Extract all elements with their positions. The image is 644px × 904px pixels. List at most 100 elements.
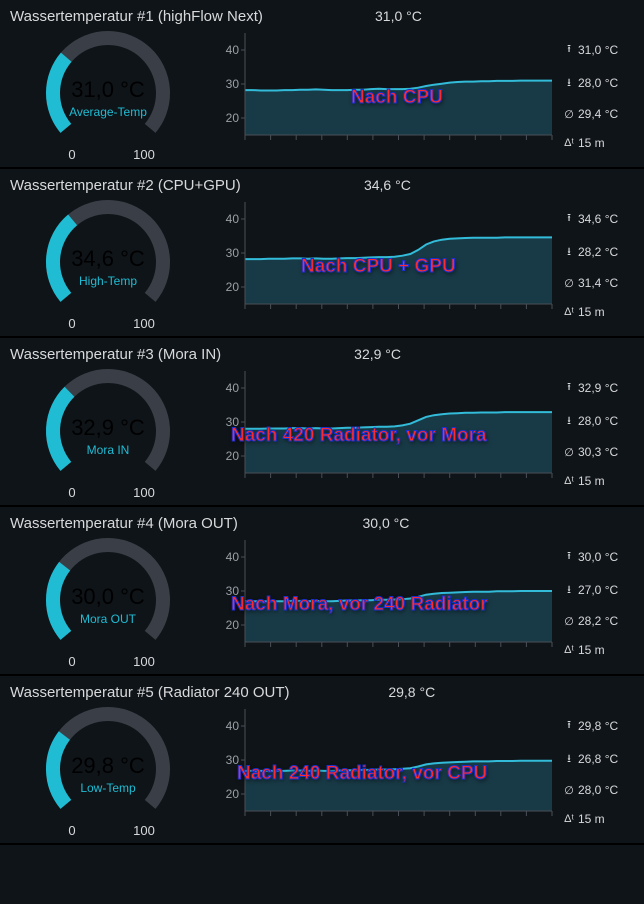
stat-min: ⭳28,0 °C bbox=[564, 412, 634, 431]
gauge-value: 32,9 °C bbox=[71, 415, 145, 440]
y-tick-label: 20 bbox=[226, 618, 240, 632]
max-icon: ⭱ bbox=[564, 378, 574, 397]
stats-column: ⭱34,6 °C ⭳28,2 °C ∅31,4 °C Δᵗ15 m bbox=[564, 196, 634, 332]
gauge: 29,8 °C Low-Temp 0 100 bbox=[23, 703, 193, 839]
timespan-icon: Δᵗ bbox=[564, 644, 574, 656]
max-icon: ⭱ bbox=[564, 547, 574, 566]
y-tick-label: 40 bbox=[226, 212, 240, 226]
gauge-label: Average-Temp bbox=[69, 105, 147, 119]
stats-column: ⭱31,0 °C ⭳28,0 °C ∅29,4 °C Δᵗ15 m bbox=[564, 27, 634, 163]
panel-title: Wassertemperatur #3 (Mora IN) bbox=[10, 346, 221, 363]
gauge-max: 100 bbox=[133, 316, 155, 331]
panel-1: Wassertemperatur #1 (highFlow Next) 31,0… bbox=[0, 0, 644, 169]
panel-2: Wassertemperatur #2 (CPU+GPU) 34,6 °C 34… bbox=[0, 169, 644, 338]
panel-title: Wassertemperatur #5 (Radiator 240 OUT) bbox=[10, 684, 290, 701]
gauge-value: 30,0 °C bbox=[71, 584, 145, 609]
timeseries-chart: 20 30 40 bbox=[211, 365, 556, 491]
stats-column: ⭱30,0 °C ⭳27,0 °C ∅28,2 °C Δᵗ15 m bbox=[564, 534, 634, 670]
y-tick-label: 30 bbox=[226, 584, 240, 598]
stat-min: ⭳26,8 °C bbox=[564, 750, 634, 769]
gauge-label: High-Temp bbox=[78, 274, 136, 288]
stat-avg: ∅28,0 °C bbox=[564, 783, 634, 797]
stat-max: ⭱31,0 °C bbox=[564, 40, 634, 59]
gauge-label: Low-Temp bbox=[80, 781, 136, 795]
gauge-column: 30,0 °C Mora OUT 0 100 bbox=[10, 534, 205, 670]
avg-icon: ∅ bbox=[564, 615, 574, 628]
y-tick-label: 30 bbox=[226, 753, 240, 767]
min-icon: ⭳ bbox=[564, 74, 574, 93]
gauge-value: 34,6 °C bbox=[71, 246, 145, 271]
y-tick-label: 20 bbox=[226, 787, 240, 801]
panel-4: Wassertemperatur #4 (Mora OUT) 30,0 °C 3… bbox=[0, 507, 644, 676]
y-tick-label: 40 bbox=[226, 43, 240, 57]
y-tick-label: 40 bbox=[226, 381, 240, 395]
stat-min: ⭳28,0 °C bbox=[564, 74, 634, 93]
timeseries-chart: 20 30 40 bbox=[211, 703, 556, 829]
gauge-max: 100 bbox=[133, 147, 155, 162]
min-icon: ⭳ bbox=[564, 581, 574, 600]
panel-3: Wassertemperatur #3 (Mora IN) 32,9 °C 32… bbox=[0, 338, 644, 507]
panel-title: Wassertemperatur #2 (CPU+GPU) bbox=[10, 177, 241, 194]
panel-current-value: 34,6 °C bbox=[241, 177, 634, 193]
panel-current-value: 32,9 °C bbox=[221, 346, 634, 362]
stat-span: Δᵗ15 m bbox=[564, 643, 634, 657]
stat-min: ⭳28,2 °C bbox=[564, 243, 634, 262]
panel-5: Wassertemperatur #5 (Radiator 240 OUT) 2… bbox=[0, 676, 644, 845]
y-tick-label: 20 bbox=[226, 449, 240, 463]
panel-title: Wassertemperatur #1 (highFlow Next) bbox=[10, 8, 263, 25]
gauge-min: 0 bbox=[68, 147, 75, 162]
stat-avg: ∅30,3 °C bbox=[564, 445, 634, 459]
gauge-value: 31,0 °C bbox=[71, 77, 145, 102]
gauge-max: 100 bbox=[133, 654, 155, 669]
max-icon: ⭱ bbox=[564, 716, 574, 735]
timespan-icon: Δᵗ bbox=[564, 137, 574, 149]
gauge-column: 29,8 °C Low-Temp 0 100 bbox=[10, 703, 205, 839]
stat-min: ⭳27,0 °C bbox=[564, 581, 634, 600]
gauge-max: 100 bbox=[133, 823, 155, 838]
stat-max: ⭱29,8 °C bbox=[564, 716, 634, 735]
y-tick-label: 20 bbox=[226, 280, 240, 294]
gauge-column: 31,0 °C Average-Temp 0 100 bbox=[10, 27, 205, 163]
y-tick-label: 40 bbox=[226, 719, 240, 733]
gauge-value: 29,8 °C bbox=[71, 753, 145, 778]
gauge: 32,9 °C Mora IN 0 100 bbox=[23, 365, 193, 501]
gauge: 31,0 °C Average-Temp 0 100 bbox=[23, 27, 193, 163]
chart-column: 203040 Nach 420 Radiator, vor Mora bbox=[211, 365, 558, 501]
timespan-icon: Δᵗ bbox=[564, 475, 574, 487]
max-icon: ⭱ bbox=[564, 40, 574, 59]
panel-current-value: 30,0 °C bbox=[238, 515, 634, 531]
panel-current-value: 31,0 °C bbox=[263, 8, 634, 24]
stat-max: ⭱32,9 °C bbox=[564, 378, 634, 397]
y-tick-label: 30 bbox=[226, 246, 240, 260]
panel-current-value: 29,8 °C bbox=[290, 684, 634, 700]
stat-max: ⭱30,0 °C bbox=[564, 547, 634, 566]
gauge-min: 0 bbox=[68, 485, 75, 500]
stat-span: Δᵗ15 m bbox=[564, 305, 634, 319]
stats-column: ⭱32,9 °C ⭳28,0 °C ∅30,3 °C Δᵗ15 m bbox=[564, 365, 634, 501]
gauge-min: 0 bbox=[68, 823, 75, 838]
timeseries-chart: 203040 bbox=[211, 27, 556, 153]
chart-column: 203040 Nach CPU + GPU bbox=[211, 196, 558, 332]
timespan-icon: Δᵗ bbox=[564, 306, 574, 318]
stat-avg: ∅29,4 °C bbox=[564, 107, 634, 121]
min-icon: ⭳ bbox=[564, 412, 574, 431]
y-tick-label: 20 bbox=[226, 111, 240, 125]
y-tick-label: 30 bbox=[226, 415, 240, 429]
stats-column: ⭱29,8 °C ⭳26,8 °C ∅28,0 °C Δᵗ15 m bbox=[564, 703, 634, 839]
avg-icon: ∅ bbox=[564, 784, 574, 797]
gauge-max: 100 bbox=[133, 485, 155, 500]
stat-avg: ∅28,2 °C bbox=[564, 614, 634, 628]
gauge-min: 0 bbox=[68, 316, 75, 331]
min-icon: ⭳ bbox=[564, 243, 574, 262]
max-icon: ⭱ bbox=[564, 209, 574, 228]
stat-span: Δᵗ15 m bbox=[564, 474, 634, 488]
gauge-column: 34,6 °C High-Temp 0 100 bbox=[10, 196, 205, 332]
avg-icon: ∅ bbox=[564, 108, 574, 121]
min-icon: ⭳ bbox=[564, 750, 574, 769]
gauge: 34,6 °C High-Temp 0 100 bbox=[23, 196, 193, 332]
gauge-label: Mora IN bbox=[86, 443, 129, 457]
stat-max: ⭱34,6 °C bbox=[564, 209, 634, 228]
panel-title: Wassertemperatur #4 (Mora OUT) bbox=[10, 515, 238, 532]
stat-span: Δᵗ15 m bbox=[564, 812, 634, 826]
chart-column: 203040 Nach Mora, vor 240 Radiator bbox=[211, 534, 558, 670]
